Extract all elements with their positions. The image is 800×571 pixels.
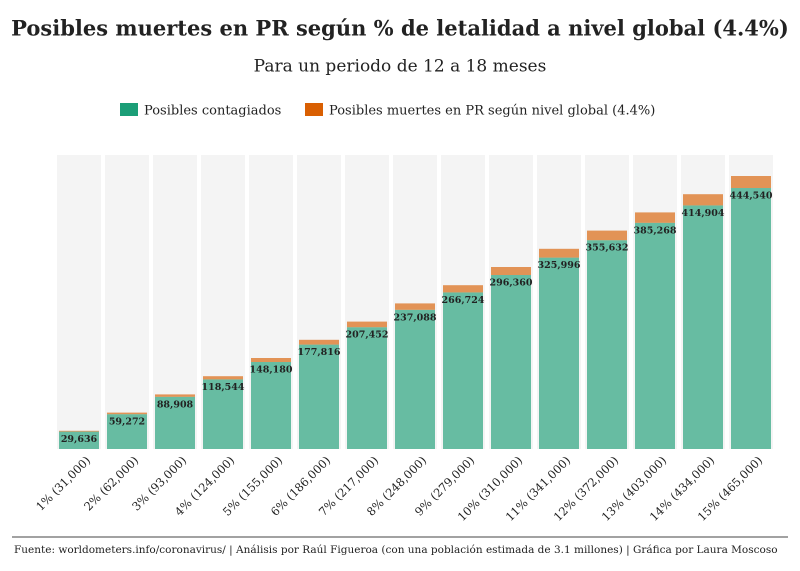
value-label: 385,268 — [634, 225, 677, 236]
bar-segment — [203, 376, 243, 380]
legend-swatch — [120, 103, 138, 116]
bar-segment — [539, 257, 579, 449]
bar-segment — [155, 396, 195, 449]
column-background — [57, 155, 101, 449]
bar-segment — [635, 212, 675, 223]
bar-segment — [347, 321, 387, 328]
bar-segment — [491, 275, 531, 449]
chart-subtitle: Para un periodo de 12 a 18 meses — [254, 57, 547, 77]
bar-segment — [251, 362, 291, 449]
legend-swatch — [305, 103, 323, 116]
legend-label: Posibles contagiados — [144, 104, 281, 119]
bar-segment — [587, 230, 627, 241]
value-label: 59,272 — [109, 417, 145, 428]
value-label: 29,636 — [61, 434, 98, 445]
value-label: 414,904 — [682, 208, 725, 219]
bar-segment — [107, 414, 147, 449]
bar-segment — [443, 292, 483, 449]
bar-segment — [59, 430, 99, 432]
bar-segment — [731, 176, 771, 189]
value-label: 177,816 — [298, 347, 341, 358]
source-note: Fuente: worldometers.info/coronavirus/ |… — [14, 544, 778, 557]
bar-segment — [731, 188, 771, 449]
value-label: 237,088 — [394, 312, 437, 323]
value-label: 444,540 — [730, 191, 773, 202]
bar-segment — [155, 394, 195, 397]
bar-segment — [251, 358, 291, 363]
chart-title: Posibles muertes en PR según % de letali… — [11, 16, 789, 41]
bar-segment — [59, 431, 99, 449]
bar-segment — [443, 285, 483, 293]
bar-segment — [107, 412, 147, 415]
bar-segment — [395, 303, 435, 310]
bar-segment — [683, 205, 723, 449]
value-label: 296,360 — [490, 278, 533, 289]
value-label: 88,908 — [157, 399, 194, 410]
bar-segment — [635, 222, 675, 449]
bar-segment — [347, 327, 387, 449]
bar-segment — [539, 248, 579, 258]
bar-segment — [395, 309, 435, 449]
value-label: 355,632 — [586, 243, 629, 254]
value-label: 207,452 — [346, 330, 389, 341]
column-background — [105, 155, 149, 449]
value-label: 325,996 — [538, 260, 581, 271]
bar-segment — [203, 379, 243, 449]
bar-segment — [683, 194, 723, 206]
legend-label: Posibles muertes en PR según nivel globa… — [329, 104, 655, 119]
bar-segment — [299, 339, 339, 345]
value-label: 266,724 — [442, 295, 485, 306]
value-label: 118,544 — [202, 382, 245, 393]
bar-segment — [299, 344, 339, 449]
value-label: 148,180 — [250, 365, 293, 376]
bar-segment — [587, 240, 627, 449]
bar-segment — [491, 267, 531, 276]
